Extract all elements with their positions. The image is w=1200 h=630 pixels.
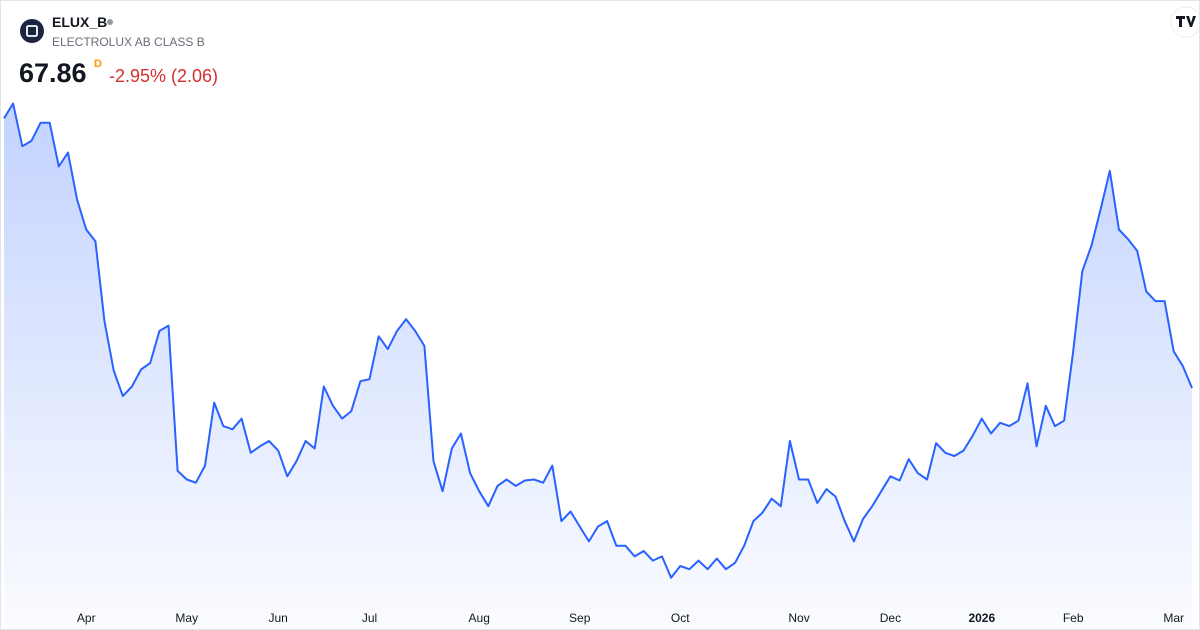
x-tick-label: Feb [1063,611,1084,625]
x-tick-label: Mar [1163,611,1184,625]
symbol: ELUX_B [52,14,107,30]
x-tick-label: Dec [880,611,901,625]
description: ELECTROLUX AB CLASS B [52,35,205,49]
price: 67.86 [19,58,87,88]
tv-logo [1170,6,1199,38]
logo-glyph [26,25,38,37]
change: -2.95% (2.06) [109,66,218,86]
symbol-logo [20,19,44,43]
x-tick-label: Nov [788,611,809,625]
x-tick-label: Aug [469,611,490,625]
x-tick-label: 2026 [968,611,995,625]
x-tick-label: May [175,611,198,625]
x-tick-label: Apr [77,611,96,625]
x-tick-label: Sep [569,611,591,625]
area-fill [4,103,1192,629]
x-tick-label: Jul [362,611,377,625]
status-dot [107,19,113,25]
x-tick-label: Jun [268,611,287,625]
plot [3,102,1193,629]
x-tick-label: Oct [671,611,690,625]
interval: D [94,58,102,70]
price-line [3,102,1193,579]
